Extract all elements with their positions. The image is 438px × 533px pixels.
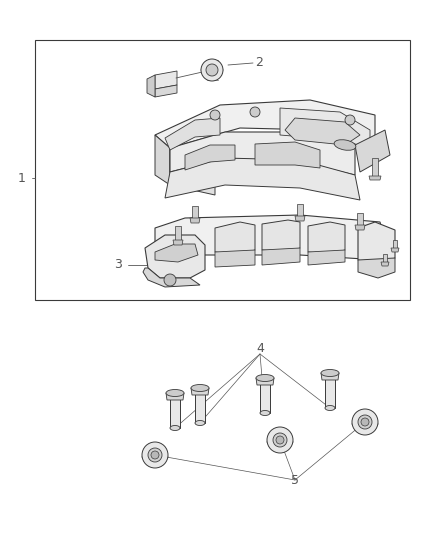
Polygon shape	[165, 158, 360, 200]
Ellipse shape	[334, 140, 356, 150]
Ellipse shape	[260, 410, 270, 416]
Polygon shape	[175, 226, 181, 240]
Polygon shape	[190, 218, 200, 223]
Circle shape	[148, 448, 162, 462]
Polygon shape	[321, 373, 339, 380]
Circle shape	[164, 274, 176, 286]
Text: 1: 1	[18, 172, 26, 184]
Ellipse shape	[195, 421, 205, 425]
Circle shape	[267, 427, 293, 453]
Polygon shape	[165, 118, 220, 150]
Ellipse shape	[170, 425, 180, 431]
Polygon shape	[325, 370, 335, 408]
Polygon shape	[143, 268, 200, 287]
Polygon shape	[357, 213, 363, 225]
Circle shape	[201, 59, 223, 81]
Circle shape	[250, 107, 260, 117]
Polygon shape	[256, 378, 274, 385]
Polygon shape	[369, 176, 381, 180]
Circle shape	[345, 115, 355, 125]
Ellipse shape	[256, 375, 274, 382]
Polygon shape	[147, 75, 155, 97]
Circle shape	[276, 436, 284, 444]
Polygon shape	[170, 390, 180, 428]
Polygon shape	[191, 388, 209, 395]
Circle shape	[273, 433, 287, 447]
Text: 4: 4	[256, 342, 264, 354]
Polygon shape	[155, 85, 177, 97]
Ellipse shape	[166, 390, 184, 397]
Ellipse shape	[191, 384, 209, 392]
Circle shape	[210, 110, 220, 120]
Polygon shape	[215, 250, 255, 267]
Polygon shape	[355, 130, 390, 172]
Text: 2: 2	[255, 55, 263, 69]
Polygon shape	[255, 142, 320, 168]
Polygon shape	[295, 216, 305, 221]
Polygon shape	[155, 244, 198, 262]
Circle shape	[151, 451, 159, 459]
Polygon shape	[192, 206, 198, 218]
Text: 5: 5	[291, 473, 299, 487]
Circle shape	[206, 64, 218, 76]
Polygon shape	[262, 220, 300, 252]
Polygon shape	[358, 222, 395, 265]
Bar	[35, 40, 410, 300]
Polygon shape	[308, 222, 345, 254]
Polygon shape	[155, 215, 388, 260]
Circle shape	[358, 415, 372, 429]
Polygon shape	[155, 71, 177, 89]
Circle shape	[352, 409, 378, 435]
Polygon shape	[173, 240, 183, 245]
Polygon shape	[391, 248, 399, 252]
Polygon shape	[155, 135, 170, 185]
Polygon shape	[185, 145, 235, 170]
Polygon shape	[285, 118, 360, 145]
Circle shape	[142, 442, 168, 468]
Polygon shape	[260, 375, 270, 413]
Text: 3: 3	[114, 259, 122, 271]
Polygon shape	[262, 248, 300, 265]
Polygon shape	[308, 250, 345, 265]
Ellipse shape	[325, 406, 335, 410]
Polygon shape	[145, 235, 205, 278]
Polygon shape	[195, 385, 205, 423]
Polygon shape	[215, 222, 255, 255]
Polygon shape	[297, 204, 303, 216]
Polygon shape	[170, 148, 215, 195]
Polygon shape	[393, 240, 397, 248]
Polygon shape	[358, 258, 395, 278]
Polygon shape	[372, 158, 378, 176]
Polygon shape	[383, 254, 387, 262]
Polygon shape	[355, 225, 365, 230]
Ellipse shape	[321, 369, 339, 376]
Polygon shape	[280, 108, 370, 148]
Polygon shape	[170, 132, 355, 175]
Circle shape	[361, 418, 369, 426]
Polygon shape	[166, 393, 184, 400]
Polygon shape	[381, 262, 389, 266]
Polygon shape	[155, 100, 375, 148]
